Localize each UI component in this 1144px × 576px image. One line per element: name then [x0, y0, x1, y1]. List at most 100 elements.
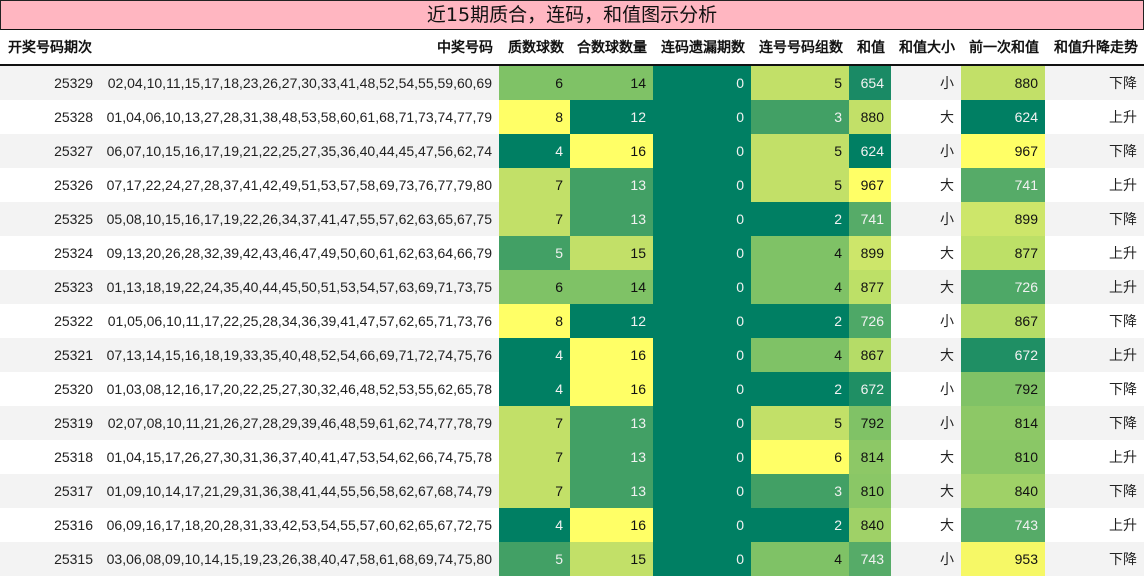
cell-consec-miss[interactable]: 0 — [653, 338, 751, 372]
header-period[interactable]: 开奖号码期次 — [0, 30, 100, 66]
header-size[interactable]: 和值大小 — [891, 30, 961, 66]
cell-trend[interactable]: 下降 — [1045, 372, 1144, 406]
cell-consec-groups[interactable]: 5 — [751, 134, 849, 168]
cell-consec-groups[interactable]: 3 — [751, 100, 849, 134]
cell-consec-groups[interactable]: 5 — [751, 168, 849, 202]
cell-consec-miss[interactable]: 0 — [653, 474, 751, 508]
cell-sum[interactable]: 880 — [849, 100, 891, 134]
cell-prev-sum[interactable]: 810 — [961, 440, 1045, 474]
cell-consec-miss[interactable]: 0 — [653, 304, 751, 338]
cell-consec-groups[interactable]: 6 — [751, 440, 849, 474]
cell-trend[interactable]: 上升 — [1045, 508, 1144, 542]
cell-prev-sum[interactable]: 672 — [961, 338, 1045, 372]
cell-prime[interactable]: 5 — [499, 236, 570, 270]
cell-consec-miss[interactable]: 0 — [653, 100, 751, 134]
header-prev-sum[interactable]: 前一次和值 — [961, 30, 1045, 66]
cell-composite[interactable]: 13 — [570, 474, 653, 508]
cell-trend[interactable]: 上升 — [1045, 338, 1144, 372]
cell-consec-miss[interactable]: 0 — [653, 202, 751, 236]
cell-size[interactable]: 小 — [891, 202, 961, 236]
cell-numbers[interactable]: 02,04,10,11,15,17,18,23,26,27,30,33,41,4… — [100, 65, 499, 100]
cell-trend[interactable]: 上升 — [1045, 270, 1144, 304]
cell-period[interactable]: 25320 — [0, 372, 100, 406]
cell-size[interactable]: 大 — [891, 440, 961, 474]
cell-size[interactable]: 小 — [891, 65, 961, 100]
cell-composite[interactable]: 16 — [570, 372, 653, 406]
cell-prev-sum[interactable]: 877 — [961, 236, 1045, 270]
cell-size[interactable]: 大 — [891, 100, 961, 134]
cell-size[interactable]: 大 — [891, 474, 961, 508]
cell-consec-miss[interactable]: 0 — [653, 440, 751, 474]
cell-prime[interactable]: 8 — [499, 304, 570, 338]
cell-prev-sum[interactable]: 867 — [961, 304, 1045, 338]
cell-sum[interactable]: 840 — [849, 508, 891, 542]
header-trend[interactable]: 和值升降走势 — [1045, 30, 1144, 66]
cell-composite[interactable]: 12 — [570, 304, 653, 338]
cell-composite[interactable]: 13 — [570, 202, 653, 236]
cell-size[interactable]: 大 — [891, 338, 961, 372]
cell-consec-miss[interactable]: 0 — [653, 168, 751, 202]
cell-prev-sum[interactable]: 624 — [961, 100, 1045, 134]
cell-numbers[interactable]: 03,06,08,09,10,14,15,19,23,26,38,40,47,5… — [100, 542, 499, 576]
cell-prime[interactable]: 7 — [499, 406, 570, 440]
cell-consec-miss[interactable]: 0 — [653, 236, 751, 270]
cell-sum[interactable]: 726 — [849, 304, 891, 338]
cell-size[interactable]: 大 — [891, 270, 961, 304]
cell-period[interactable]: 25326 — [0, 168, 100, 202]
cell-consec-groups[interactable]: 5 — [751, 65, 849, 100]
cell-composite[interactable]: 13 — [570, 440, 653, 474]
cell-numbers[interactable]: 06,07,10,15,16,17,19,21,22,25,27,35,36,4… — [100, 134, 499, 168]
cell-trend[interactable]: 下降 — [1045, 134, 1144, 168]
cell-composite[interactable]: 12 — [570, 100, 653, 134]
cell-composite[interactable]: 14 — [570, 270, 653, 304]
header-prime[interactable]: 质数球数 — [499, 30, 570, 66]
cell-numbers[interactable]: 01,04,06,10,13,27,28,31,38,48,53,58,60,6… — [100, 100, 499, 134]
cell-prime[interactable]: 7 — [499, 474, 570, 508]
cell-prev-sum[interactable]: 741 — [961, 168, 1045, 202]
cell-prev-sum[interactable]: 967 — [961, 134, 1045, 168]
cell-sum[interactable]: 624 — [849, 134, 891, 168]
cell-period[interactable]: 25327 — [0, 134, 100, 168]
header-sum[interactable]: 和值 — [849, 30, 891, 66]
cell-period[interactable]: 25319 — [0, 406, 100, 440]
cell-consec-groups[interactable]: 2 — [751, 508, 849, 542]
cell-trend[interactable]: 下降 — [1045, 202, 1144, 236]
cell-prime[interactable]: 7 — [499, 168, 570, 202]
cell-sum[interactable]: 810 — [849, 474, 891, 508]
cell-size[interactable]: 小 — [891, 304, 961, 338]
cell-size[interactable]: 小 — [891, 406, 961, 440]
cell-composite[interactable]: 15 — [570, 236, 653, 270]
cell-trend[interactable]: 下降 — [1045, 474, 1144, 508]
cell-period[interactable]: 25318 — [0, 440, 100, 474]
cell-consec-miss[interactable]: 0 — [653, 542, 751, 576]
cell-composite[interactable]: 13 — [570, 406, 653, 440]
cell-period[interactable]: 25328 — [0, 100, 100, 134]
cell-size[interactable]: 小 — [891, 372, 961, 406]
cell-consec-miss[interactable]: 0 — [653, 372, 751, 406]
cell-prev-sum[interactable]: 814 — [961, 406, 1045, 440]
cell-sum[interactable]: 743 — [849, 542, 891, 576]
cell-trend[interactable]: 下降 — [1045, 65, 1144, 100]
cell-consec-groups[interactable]: 2 — [751, 372, 849, 406]
cell-numbers[interactable]: 01,05,06,10,11,17,22,25,28,34,36,39,41,4… — [100, 304, 499, 338]
header-consec-miss[interactable]: 连码遗漏期数 — [653, 30, 751, 66]
cell-period[interactable]: 25323 — [0, 270, 100, 304]
cell-sum[interactable]: 899 — [849, 236, 891, 270]
cell-prime[interactable]: 6 — [499, 270, 570, 304]
cell-prev-sum[interactable]: 726 — [961, 270, 1045, 304]
cell-sum[interactable]: 672 — [849, 372, 891, 406]
cell-composite[interactable]: 16 — [570, 338, 653, 372]
cell-prime[interactable]: 4 — [499, 338, 570, 372]
cell-composite[interactable]: 16 — [570, 134, 653, 168]
cell-composite[interactable]: 14 — [570, 65, 653, 100]
cell-consec-miss[interactable]: 0 — [653, 270, 751, 304]
cell-prev-sum[interactable]: 899 — [961, 202, 1045, 236]
cell-period[interactable]: 25329 — [0, 65, 100, 100]
cell-prev-sum[interactable]: 792 — [961, 372, 1045, 406]
cell-prime[interactable]: 5 — [499, 542, 570, 576]
cell-consec-groups[interactable]: 4 — [751, 236, 849, 270]
cell-numbers[interactable]: 09,13,20,26,28,32,39,42,43,46,47,49,50,6… — [100, 236, 499, 270]
cell-sum[interactable]: 814 — [849, 440, 891, 474]
cell-size[interactable]: 大 — [891, 168, 961, 202]
cell-numbers[interactable]: 05,08,10,15,16,17,19,22,26,34,37,41,47,5… — [100, 202, 499, 236]
